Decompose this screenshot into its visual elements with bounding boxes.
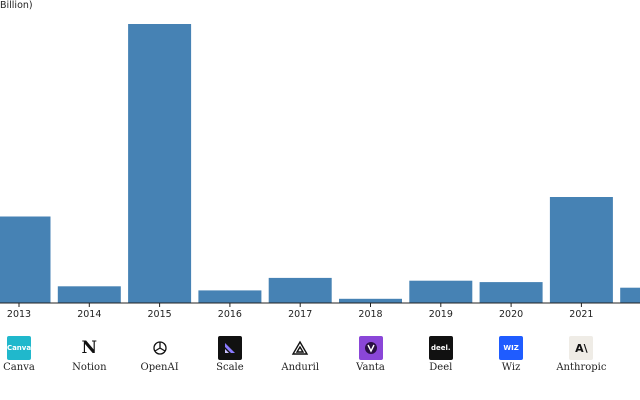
x-tick-label: 2021 xyxy=(569,309,593,320)
x-tick-label: 2020 xyxy=(499,309,523,320)
bar-2021 xyxy=(549,197,613,303)
x-tick-label: 2017 xyxy=(288,309,312,320)
bar-2018 xyxy=(339,298,402,303)
bar-2013 xyxy=(0,216,51,303)
bar-2022 xyxy=(620,287,640,303)
x-tick-label: 2013 xyxy=(7,309,31,320)
bar-2017 xyxy=(268,277,332,303)
bar-2016 xyxy=(198,290,262,303)
x-tick-label: 2019 xyxy=(429,309,453,320)
x-tick-label: 2015 xyxy=(148,309,172,320)
bar-2019 xyxy=(409,280,473,303)
x-ticks-group: 2013 2014 2015 2016 2017 2018 2019 2020 2021 xyxy=(7,303,593,320)
x-tick-label: 2014 xyxy=(77,309,101,320)
bar-2020 xyxy=(479,282,543,303)
bar-2015 xyxy=(128,24,192,303)
bar-2014 xyxy=(57,286,121,303)
bars-group xyxy=(0,24,640,303)
x-tick-label: 2018 xyxy=(358,309,382,320)
y-axis-title: Billion) xyxy=(0,0,33,11)
x-tick-label: 2016 xyxy=(218,309,242,320)
